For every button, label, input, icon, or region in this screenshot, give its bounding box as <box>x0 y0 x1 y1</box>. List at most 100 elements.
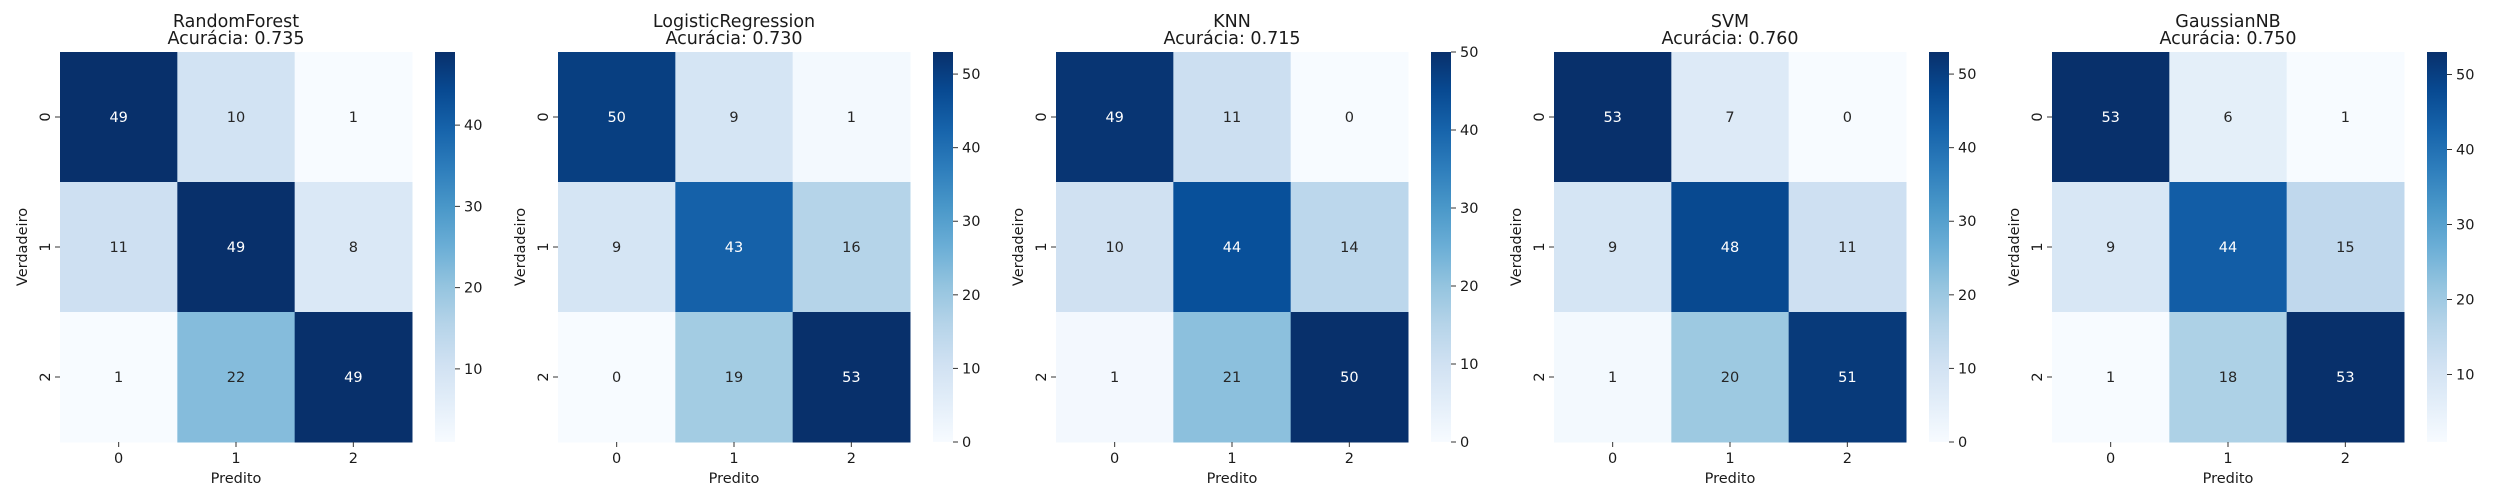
cell-value-label: 11 <box>1838 240 1856 256</box>
y-axis-label: Verdadeiro <box>1011 208 1027 286</box>
panel-subtitle: Acurácia: 0.735 <box>167 29 304 49</box>
colorbar-tick-label: 0 <box>1460 435 1469 451</box>
cell-value-label: 51 <box>1838 370 1856 386</box>
colorbar-tick-label: 20 <box>962 288 980 304</box>
x-tick-label: 1 <box>231 451 240 467</box>
panel-title: GaussianNB <box>2175 12 2280 32</box>
heatmap-cell <box>1290 52 1409 183</box>
cell-value-label: 9 <box>1608 240 1617 256</box>
y-axis-label: Verdadeiro <box>1509 208 1525 286</box>
cell-value-label: 9 <box>2106 240 2115 256</box>
colorbar-tick-label: 40 <box>2456 143 2474 159</box>
colorbar-tick-label: 30 <box>1460 201 1478 217</box>
heatmap-cell <box>1788 52 1907 183</box>
cell-value-label: 53 <box>2101 110 2119 126</box>
heatmap-cell <box>1290 182 1409 313</box>
x-tick-label: 0 <box>612 451 621 467</box>
panel-subtitle: Acurácia: 0.760 <box>1661 29 1798 49</box>
heatmap-cell <box>1671 312 1790 443</box>
cell-value-label: 1 <box>349 110 358 126</box>
cell-value-label: 10 <box>227 110 245 126</box>
x-tick-label: 1 <box>1725 451 1734 467</box>
x-axis-label: Predito <box>2203 471 2254 487</box>
cell-value-label: 1 <box>114 370 123 386</box>
x-tick-label: 1 <box>1227 451 1236 467</box>
cell-value-label: 20 <box>1721 370 1739 386</box>
heatmap-cell <box>1554 312 1672 443</box>
cell-value-label: 43 <box>725 240 743 256</box>
heatmap-cell <box>2052 182 2170 313</box>
heatmap-cell <box>675 182 794 313</box>
cell-value-label: 53 <box>842 370 860 386</box>
y-tick-label: 1 <box>1532 242 1548 251</box>
cell-value-label: 7 <box>1725 110 1734 126</box>
y-tick-label: 1 <box>38 242 54 251</box>
cell-value-label: 11 <box>109 240 127 256</box>
x-tick-label: 1 <box>729 451 738 467</box>
colorbar-tick-label: 20 <box>2456 293 2474 309</box>
heatmap-cell <box>1056 182 1174 313</box>
y-tick-label: 0 <box>2030 112 2046 121</box>
cell-value-label: 0 <box>1843 110 1852 126</box>
heatmap-cell <box>675 52 794 183</box>
heatmap-cell <box>2286 52 2405 183</box>
colorbar-tick-label: 10 <box>1958 361 1976 377</box>
x-tick-label: 2 <box>1843 451 1852 467</box>
x-tick-label: 0 <box>1608 451 1617 467</box>
y-tick-label: 0 <box>536 112 552 121</box>
heatmap-cell <box>792 52 911 183</box>
x-tick-label: 1 <box>2223 451 2232 467</box>
heatmap-cell <box>177 52 296 183</box>
heatmap-cell <box>792 312 911 443</box>
y-tick-label: 2 <box>1034 372 1050 381</box>
heatmap-cell <box>2052 312 2170 443</box>
colorbar-tick-label: 30 <box>2456 218 2474 234</box>
cell-value-label: 49 <box>1105 110 1123 126</box>
colorbar-tick-label: 0 <box>962 435 971 451</box>
cell-value-label: 15 <box>2336 240 2354 256</box>
cell-value-label: 50 <box>1340 370 1358 386</box>
cell-value-label: 48 <box>1721 240 1739 256</box>
cell-value-label: 22 <box>227 370 245 386</box>
y-tick-label: 0 <box>1034 112 1050 121</box>
colorbar-tick-label: 50 <box>2456 68 2474 84</box>
colorbar-tick-label: 30 <box>962 214 980 230</box>
cell-value-label: 44 <box>1223 240 1241 256</box>
heatmap-cell <box>1173 312 1292 443</box>
colorbar-tick-label: 40 <box>1460 123 1478 139</box>
y-tick-label: 2 <box>2030 372 2046 381</box>
heatmap-cell <box>792 182 911 313</box>
y-tick-label: 2 <box>1532 372 1548 381</box>
heatmap-cell <box>1554 52 1672 183</box>
x-tick-label: 2 <box>349 451 358 467</box>
cell-value-label: 49 <box>227 240 245 256</box>
x-axis-label: Predito <box>1207 471 1258 487</box>
panel-title: LogisticRegression <box>653 12 815 32</box>
cell-value-label: 9 <box>612 240 621 256</box>
heatmap-cell <box>1173 182 1292 313</box>
y-tick-label: 0 <box>38 112 54 121</box>
heatmap-cell <box>1788 312 1907 443</box>
y-tick-label: 0 <box>1532 112 1548 121</box>
cell-value-label: 21 <box>1223 370 1241 386</box>
heatmap-cell <box>558 312 676 443</box>
cell-value-label: 11 <box>1223 110 1241 126</box>
heatmap-cell <box>1056 312 1174 443</box>
colorbar <box>1431 52 1451 442</box>
heatmap-cell <box>2169 52 2288 183</box>
cell-value-label: 1 <box>2106 370 2115 386</box>
panel-subtitle: Acurácia: 0.750 <box>2159 29 2296 49</box>
x-axis-label: Predito <box>1705 471 1756 487</box>
cell-value-label: 8 <box>349 240 358 256</box>
heatmap-cell <box>2052 52 2170 183</box>
cell-value-label: 0 <box>1345 110 1354 126</box>
cell-value-label: 18 <box>2219 370 2237 386</box>
cell-value-label: 53 <box>1603 110 1621 126</box>
cell-value-label: 1 <box>1608 370 1617 386</box>
y-tick-label: 1 <box>536 242 552 251</box>
heatmap-cell <box>558 52 676 183</box>
colorbar-tick-label: 40 <box>464 118 482 134</box>
x-axis-label: Predito <box>211 471 262 487</box>
